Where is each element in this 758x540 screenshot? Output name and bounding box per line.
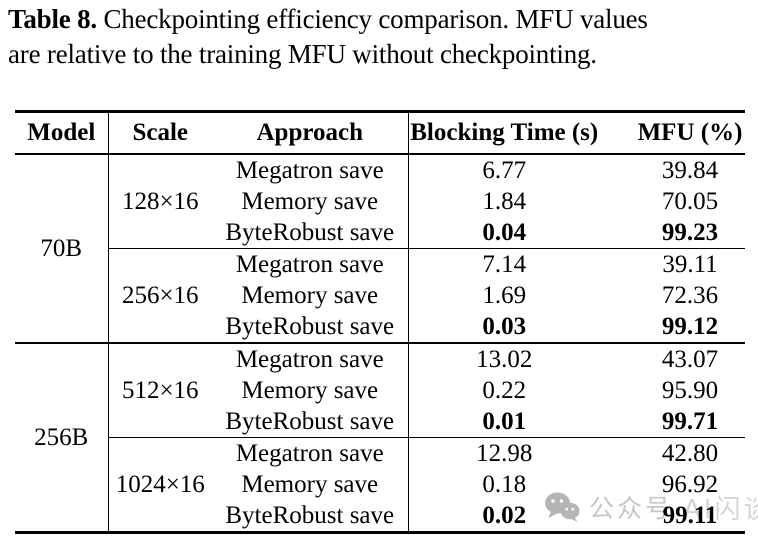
mfu-cell: 99.11 — [662, 501, 718, 529]
mfu-cell: 43.07 — [600, 342, 745, 375]
mfu-cell: 70.05 — [661, 187, 719, 215]
mfu-cell: 95.90 — [661, 376, 719, 404]
blocking-time-cell: 6.77 — [482, 156, 527, 184]
blocking-time-cell: 0.03 — [482, 312, 527, 340]
table-row: ByteRobust save 0.01 99.71 — [15, 406, 745, 438]
table-caption: Table 8. Checkpointing efficiency compar… — [8, 2, 758, 72]
mfu-cell: 72.36 — [661, 281, 719, 309]
table-row: 256×16 Megatron save 7.14 39.11 — [15, 248, 745, 343]
col-header-approach: Approach — [212, 111, 409, 155]
model-cell: 256B — [15, 342, 109, 533]
blocking-time-cell: 0.02 — [482, 501, 527, 529]
table-row: 1024×16 Megatron save 12.98 42.80 — [15, 437, 745, 533]
watermark: 公众号 AI闪谈 — [544, 488, 758, 526]
approach-cell: ByteRobust save — [212, 406, 409, 438]
checkpointing-efficiency-table: Model Scale Approach Blocking Time (s) M… — [15, 110, 745, 534]
blocking-time-cell: 1.69 — [482, 281, 527, 309]
blocking-time-cell: 1.84 — [482, 187, 527, 215]
approach-cell: ByteRobust save — [212, 217, 409, 249]
mfu-cell: 99.23 — [661, 218, 719, 246]
mfu-cell: 39.84 — [661, 156, 719, 184]
scale-cell: 512×16 — [108, 342, 212, 438]
caption-line-2: are relative to the training MFU without… — [8, 39, 597, 69]
table-row: ByteRobust save 0.02 99.11 — [15, 500, 745, 533]
approach-cell: Megatron save — [212, 154, 409, 186]
table-row: Memory save 1.69 72.36 — [15, 280, 745, 311]
col-header-blocking-time: Blocking Time (s) — [408, 111, 600, 155]
watermark-account-label: 公众号 — [589, 494, 674, 523]
mfu-cell: 96.92 — [661, 470, 719, 498]
table-row: ByteRobust save 0.04 99.23 — [15, 217, 745, 249]
table-row: Memory save 1.84 70.05 — [15, 186, 745, 217]
col-header-scale: Scale — [108, 111, 212, 155]
wechat-icon — [545, 492, 580, 522]
col-header-model: Model — [15, 111, 109, 155]
approach-cell: Memory save — [212, 186, 409, 217]
approach-cell: ByteRobust save — [212, 311, 409, 343]
scale-cell: 1024×16 — [108, 437, 212, 533]
mfu-cell: 42.80 — [600, 437, 745, 469]
table-row: 70B 128×16 Megatron save 6.77 39.84 — [15, 154, 745, 343]
blocking-time-cell: 0.18 — [482, 470, 527, 498]
scale-cell: 256×16 — [108, 248, 212, 343]
table-row: Memory save 0.22 95.90 — [15, 375, 745, 406]
caption-label: Table 8. — [8, 4, 97, 34]
watermark-account-name: AI闪谈 — [683, 494, 758, 525]
table-row: 256B 512×16 Megatron save 13.02 43.07 — [15, 342, 745, 533]
approach-cell: Memory save — [212, 280, 409, 311]
blocking-time-cell: 0.01 — [482, 407, 527, 435]
approach-cell: Megatron save — [212, 437, 409, 469]
mfu-cell: 39.11 — [600, 248, 745, 280]
mfu-cell: 99.12 — [661, 312, 719, 340]
col-header-mfu: MFU (%) — [600, 111, 745, 155]
caption-text-1: Checkpointing efficiency comparison. MFU… — [96, 4, 648, 34]
blocking-time-cell: 0.22 — [482, 376, 527, 404]
table-row: ByteRobust save 0.03 99.12 — [15, 311, 745, 343]
blocking-time-cell: 12.98 — [408, 437, 600, 469]
model-cell: 70B — [15, 154, 109, 343]
table-row: Memory save 0.18 96.92 — [15, 469, 745, 500]
blocking-time-cell: 0.04 — [482, 218, 527, 246]
approach-cell: Memory save — [212, 469, 409, 500]
scale-cell: 128×16 — [121, 187, 199, 215]
blocking-time-cell: 13.02 — [408, 342, 600, 375]
caption-line-1: Table 8. Checkpointing efficiency compar… — [8, 2, 758, 37]
approach-cell: Memory save — [212, 375, 409, 406]
approach-cell: Megatron save — [212, 248, 409, 280]
approach-cell: Megatron save — [212, 342, 409, 375]
approach-cell: ByteRobust save — [212, 500, 409, 533]
blocking-time-cell: 7.14 — [408, 248, 600, 280]
header-row: Model Scale Approach Blocking Time (s) M… — [15, 111, 745, 155]
mfu-cell: 99.71 — [661, 407, 719, 435]
